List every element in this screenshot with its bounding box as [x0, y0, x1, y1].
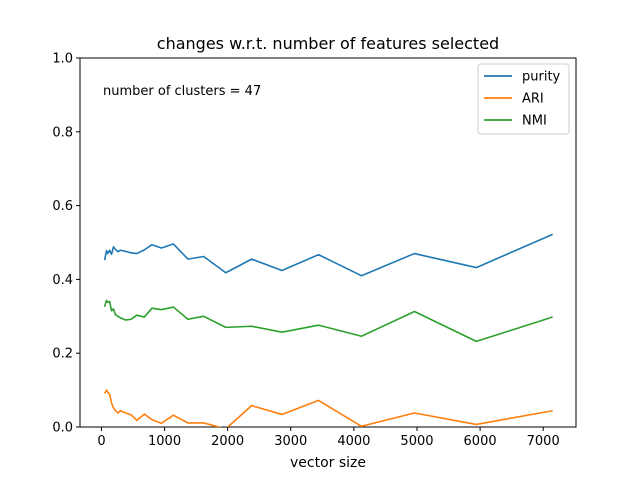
y-tick-label: 0.4	[52, 273, 73, 288]
y-tick-label: 0.6	[52, 199, 73, 214]
series-line-purity	[103, 233, 553, 277]
y-tick-label: 0.2	[52, 347, 73, 362]
legend-label-purity: purity	[522, 70, 561, 85]
y-axis-ticks: 0.0 0.2 0.4 0.6 0.8 1.0	[52, 52, 80, 436]
x-tick-label: 0	[97, 434, 105, 449]
chart-title: changes w.r.t. number of features select…	[157, 34, 499, 53]
legend-label-ari: ARI	[522, 92, 544, 107]
x-tick-label: 5000	[400, 434, 433, 449]
plot-area	[79, 57, 577, 428]
legend: purity ARI NMI	[477, 63, 570, 135]
series-line-ari	[103, 389, 553, 427]
series-line-nmi	[103, 299, 553, 343]
x-axis-ticks: 0 1000 2000 3000 4000 5000 6000 7000	[97, 427, 560, 449]
x-tick-label: 3000	[274, 434, 307, 449]
x-axis-label: vector size	[290, 455, 366, 471]
cluster-count-annotation: number of clusters = 47	[103, 84, 261, 99]
legend-box	[477, 63, 570, 135]
legend-label-nmi: NMI	[522, 114, 547, 129]
y-tick-label: 1.0	[52, 52, 73, 67]
x-tick-label: 1000	[148, 434, 181, 449]
series-lines	[103, 233, 553, 427]
x-tick-label: 7000	[527, 434, 560, 449]
x-tick-label: 2000	[211, 434, 244, 449]
y-tick-label: 0.0	[52, 421, 73, 436]
y-tick-label: 0.8	[52, 125, 73, 140]
x-tick-label: 4000	[337, 434, 370, 449]
x-tick-label: 6000	[464, 434, 497, 449]
